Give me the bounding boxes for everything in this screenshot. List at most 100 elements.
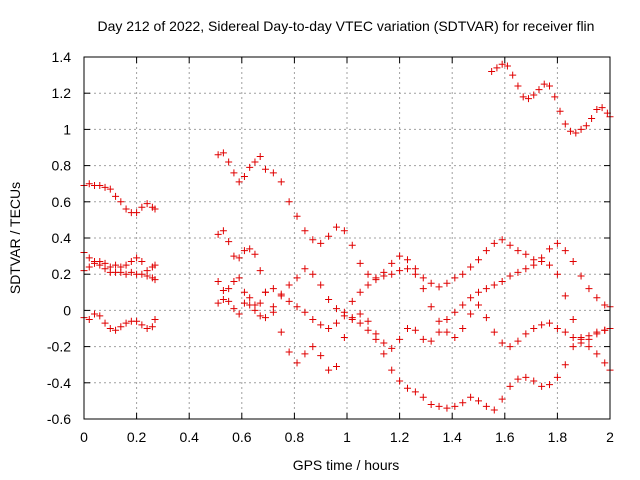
data-point <box>551 93 559 101</box>
x-tick-label: 0.6 <box>232 429 252 445</box>
data-point <box>467 310 475 318</box>
data-point <box>285 281 293 289</box>
data-point <box>219 296 227 304</box>
data-point <box>85 254 93 262</box>
data-point <box>601 301 609 309</box>
data-point <box>506 382 514 390</box>
data-point <box>427 401 435 409</box>
data-point <box>577 339 585 347</box>
data-point <box>522 330 530 338</box>
data-point <box>285 198 293 206</box>
data-point <box>419 393 427 401</box>
data-point <box>419 335 427 343</box>
data-point <box>530 325 538 332</box>
data-point <box>380 272 388 280</box>
data-point <box>277 328 285 336</box>
data-point <box>561 328 569 336</box>
data-point <box>256 267 264 275</box>
x-tick-label: 1 <box>343 429 351 445</box>
data-point <box>96 182 104 190</box>
series-track-a <box>80 180 159 217</box>
data-point <box>403 256 411 264</box>
series-track-f <box>214 227 614 374</box>
y-tick-label: 0.4 <box>52 230 72 246</box>
data-point <box>301 350 309 358</box>
data-point <box>332 319 340 327</box>
data-point <box>230 169 238 177</box>
data-point <box>127 268 135 276</box>
data-point <box>301 227 309 235</box>
data-point <box>293 303 301 311</box>
data-point <box>225 285 233 293</box>
data-point <box>561 361 569 369</box>
data-point <box>285 348 293 356</box>
data-point <box>112 261 120 269</box>
data-point <box>403 384 411 392</box>
data-point <box>396 377 404 385</box>
data-point <box>143 272 151 280</box>
data-point <box>451 274 459 282</box>
data-point <box>117 268 125 276</box>
data-point <box>411 326 419 334</box>
data-point <box>522 373 530 381</box>
data-point <box>419 285 427 293</box>
data-point <box>332 363 340 371</box>
data-point <box>514 268 522 276</box>
data-point <box>214 151 222 159</box>
data-point <box>482 314 490 322</box>
x-tick-label: 0.2 <box>127 429 147 445</box>
data-point <box>85 315 93 323</box>
series-track-c <box>80 259 159 284</box>
data-point <box>569 315 577 323</box>
data-point <box>459 399 467 407</box>
data-point <box>535 86 543 94</box>
data-point <box>546 381 554 389</box>
data-point <box>214 277 222 285</box>
y-tick-label: -0.6 <box>47 411 71 427</box>
data-point <box>459 325 467 332</box>
data-point <box>569 343 577 351</box>
data-point <box>230 252 238 260</box>
data-point <box>475 301 482 309</box>
data-point <box>151 261 159 269</box>
data-point <box>553 325 561 332</box>
data-point <box>490 328 498 336</box>
data-point <box>601 359 609 367</box>
y-tick-label: -0.2 <box>47 339 71 355</box>
data-point <box>443 328 451 336</box>
data-point <box>269 169 277 177</box>
data-point <box>277 178 285 186</box>
data-point <box>540 80 548 88</box>
data-point <box>509 71 517 79</box>
data-point <box>101 183 109 191</box>
data-point <box>403 265 411 273</box>
data-point <box>411 388 419 396</box>
data-point <box>553 270 561 278</box>
data-point <box>388 366 396 374</box>
data-point <box>435 283 443 291</box>
data-point <box>256 299 264 307</box>
data-point <box>138 258 146 266</box>
data-point <box>372 335 380 343</box>
data-point <box>388 259 396 267</box>
data-point <box>451 308 459 316</box>
data-point <box>519 93 527 101</box>
grid <box>84 57 610 419</box>
data-point <box>117 198 125 206</box>
data-point <box>240 247 248 255</box>
data-point <box>325 232 333 240</box>
data-point <box>577 272 585 280</box>
data-point <box>435 402 443 410</box>
data-point <box>514 337 522 345</box>
x-tick-label: 1.2 <box>390 429 410 445</box>
x-tick-label: 0.8 <box>285 429 305 445</box>
data-point <box>482 247 490 255</box>
data-point <box>498 339 506 347</box>
data-point <box>256 312 264 320</box>
series-track-h <box>214 265 614 351</box>
data-point <box>151 205 159 213</box>
data-point <box>309 270 317 278</box>
data-point <box>443 279 451 287</box>
data-point <box>514 375 522 383</box>
data-point <box>127 258 135 266</box>
